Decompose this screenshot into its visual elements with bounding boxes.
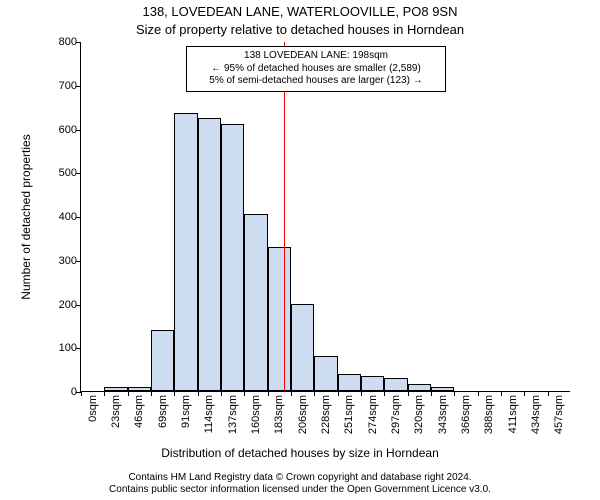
x-tick-label: 46sqm <box>133 395 145 428</box>
x-tick-mark <box>314 391 315 396</box>
x-axis-title: Distribution of detached houses by size … <box>0 446 600 460</box>
x-tick-mark <box>478 391 479 396</box>
y-tick-mark <box>76 173 81 174</box>
x-tick-label: 251sqm <box>343 395 355 434</box>
histogram-bar <box>128 387 151 391</box>
histogram-bar <box>338 374 361 392</box>
histogram-bar <box>151 330 174 391</box>
x-tick-label: 91sqm <box>180 395 192 428</box>
histogram-bar <box>244 214 267 391</box>
chart-title-sub: Size of property relative to detached ho… <box>0 22 600 37</box>
x-tick-label: 206sqm <box>297 395 309 434</box>
x-tick-label: 183sqm <box>273 395 285 434</box>
x-tick-label: 69sqm <box>157 395 169 428</box>
histogram-bar <box>268 247 291 391</box>
x-tick-mark <box>244 391 245 396</box>
annotation-line-3: 5% of semi-detached houses are larger (1… <box>192 75 440 88</box>
histogram-bar <box>361 376 384 391</box>
x-tick-label: 343sqm <box>437 395 449 434</box>
x-tick-mark <box>524 391 525 396</box>
x-tick-label: 434sqm <box>530 395 542 434</box>
x-tick-mark <box>151 391 152 396</box>
annotation-line-1: 138 LOVEDEAN LANE: 198sqm <box>192 50 440 63</box>
x-tick-label: 23sqm <box>110 395 122 428</box>
histogram-bar <box>431 387 454 391</box>
x-tick-label: 457sqm <box>553 395 565 434</box>
x-tick-mark <box>221 391 222 396</box>
x-tick-mark <box>361 391 362 396</box>
plot-area: 138 LOVEDEAN LANE: 198sqm ← 95% of detac… <box>80 42 570 392</box>
reference-line <box>284 42 285 391</box>
x-tick-label: 274sqm <box>367 395 379 434</box>
y-tick-mark <box>76 348 81 349</box>
x-tick-mark <box>408 391 409 396</box>
histogram-bar <box>221 124 244 391</box>
y-tick-mark <box>76 42 81 43</box>
x-tick-mark <box>384 391 385 396</box>
x-tick-mark <box>198 391 199 396</box>
x-tick-label: 137sqm <box>227 395 239 434</box>
histogram-bar <box>198 118 221 391</box>
x-tick-label: 114sqm <box>203 395 215 433</box>
x-tick-label: 320sqm <box>413 395 425 434</box>
histogram-bar <box>408 384 431 391</box>
chart-container: 138, LOVEDEAN LANE, WATERLOOVILLE, PO8 9… <box>0 0 600 500</box>
x-tick-label: 228sqm <box>320 395 332 434</box>
x-tick-mark <box>291 391 292 396</box>
histogram-bar <box>104 387 127 391</box>
histogram-bar <box>291 304 314 392</box>
annotation-line-2: ← 95% of detached houses are smaller (2,… <box>192 63 440 76</box>
histogram-bar <box>384 378 407 391</box>
x-tick-mark <box>268 391 269 396</box>
histogram-bar <box>174 113 197 391</box>
y-tick-mark <box>76 261 81 262</box>
x-tick-label: 388sqm <box>483 395 495 434</box>
x-tick-mark <box>338 391 339 396</box>
x-tick-mark <box>548 391 549 396</box>
y-tick-mark <box>76 305 81 306</box>
attribution-line-1: Contains HM Land Registry data © Crown c… <box>0 472 600 484</box>
y-tick-mark <box>76 86 81 87</box>
histogram-bar <box>314 356 337 391</box>
x-tick-label: 366sqm <box>460 395 472 434</box>
x-tick-label: 160sqm <box>250 395 262 434</box>
attribution-line-2: Contains public sector information licen… <box>0 484 600 496</box>
x-tick-mark <box>128 391 129 396</box>
x-tick-mark <box>104 391 105 396</box>
x-tick-label: 0sqm <box>87 395 99 422</box>
attribution: Contains HM Land Registry data © Crown c… <box>0 472 600 496</box>
x-tick-mark <box>81 391 82 396</box>
x-tick-label: 297sqm <box>390 395 402 434</box>
chart-title-main: 138, LOVEDEAN LANE, WATERLOOVILLE, PO8 9… <box>0 4 600 19</box>
x-tick-mark <box>431 391 432 396</box>
y-axis-title: Number of detached properties <box>19 134 33 299</box>
y-tick-mark <box>76 130 81 131</box>
x-tick-mark <box>174 391 175 396</box>
x-tick-mark <box>454 391 455 396</box>
annotation-box: 138 LOVEDEAN LANE: 198sqm ← 95% of detac… <box>186 46 446 92</box>
x-tick-label: 411sqm <box>507 395 519 433</box>
y-tick-mark <box>76 217 81 218</box>
x-tick-mark <box>501 391 502 396</box>
